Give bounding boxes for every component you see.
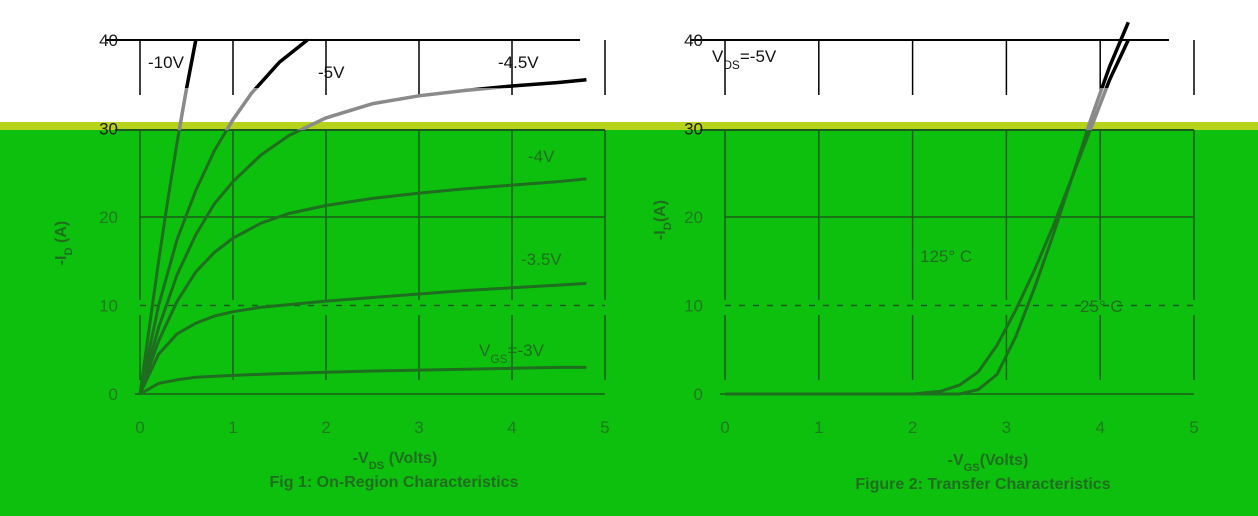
chart-transfer-series-label-0: 125° C [920,247,972,266]
top-white-band [0,0,1258,130]
chart-on-region-y-tick-20: 20 [99,208,118,227]
chart-transfer-x-tick-5: 5 [1189,418,1198,437]
chart-on-region-y-ticks: 0 10 20 30 40 [99,31,118,404]
chart-on-region-y-tick-30: 30 [99,120,118,139]
chart-on-region-x-tick-2: 2 [321,418,330,437]
chart-transfer-y-tick-10: 10 [684,297,703,316]
chart-on-region-series-4-line [138,281,587,395]
chart-transfer-y-tick-40: 40 [684,31,703,50]
chart-transfer-series-label-1: 25° C [1080,297,1123,316]
chart-transfer-x-tick-3: 3 [1002,418,1011,437]
chart-on-region-series-5-line [139,365,587,396]
chart-transfer-curves [725,21,1130,396]
chart-transfer-x-tick-2: 2 [908,418,917,437]
chart-on-region-series-label-0: -10V [148,53,185,72]
chart-transfer-series-1-line-top [1100,21,1130,88]
chart-transfer: 0 10 20 30 40 0 1 2 3 4 5 125° C 25° C VDS=-5V -VG… [652,21,1199,493]
chart-transfer-series-labels: 125° C 25° C [920,247,1123,316]
chart-transfer-y-ticks: 0 10 20 30 40 [684,31,703,404]
chart-on-region-series-0-line-mid [177,88,189,130]
chart-on-region-series-3-line [138,177,587,395]
chart-on-region-y-axis-title: -ID (A) [53,221,75,266]
chart-transfer-x-tick-0: 0 [720,418,729,437]
chart-transfer-x-ticks: 0 1 2 3 4 5 [720,418,1198,437]
chart-transfer-grid [690,39,1195,395]
chart-on-region-series-label-3: -4V [528,147,555,166]
chart-transfer-y-axis-title: -ID(A) [652,200,674,240]
chart-on-region-y-tick-10: 10 [99,297,118,316]
chart-transfer-caption: Figure 2: Transfer Characteristics [855,476,1110,493]
chart-transfer-x-axis-title: -VGS(Volts) [948,452,1029,474]
chart-on-region-series-1-line-top [253,38,309,88]
chart-transfer-x-tick-4: 4 [1095,418,1104,437]
green-background [0,130,1258,516]
chart-transfer-x-tick-1: 1 [814,418,823,437]
chart-on-region-series-label-2: -4.5V [498,53,539,72]
chart-on-region-x-axis-title: -VDS (Volts) [353,450,438,472]
chart-transfer-series-1-line [725,21,1130,396]
chart-on-region-x-tick-5: 5 [600,418,609,437]
chart-on-region-series-label-4: -3.5V [521,250,562,269]
chart-on-region-series-label-1: -5V [318,63,345,82]
chart-on-region-series-2-line-top [472,78,587,88]
chart-on-region-y-tick-40: 40 [99,31,118,50]
chart-on-region-x-tick-1: 1 [228,418,237,437]
chart-on-region-caption: Fig 1: On-Region Characteristics [270,474,519,491]
chart-on-region-x-ticks: 0 1 2 3 4 5 [135,418,609,437]
chart-on-region-curves [138,38,587,396]
chart-on-region-x-tick-4: 4 [507,418,516,437]
chart-transfer-vds-annotation: VDS=-5V [712,47,777,72]
chart-on-region-grid [105,39,606,395]
chart-on-region-y-tick-0: 0 [109,385,118,404]
chart-transfer-y-tick-30: 30 [684,120,703,139]
chart-on-region-x-tick-3: 3 [414,418,423,437]
yellow-strip [0,122,1258,130]
chart-transfer-y-tick-0: 0 [694,385,703,404]
chart-transfer-series-1-line-mid [1085,88,1104,130]
chart-on-region-x-tick-0: 0 [135,418,144,437]
chart-transfer-y-tick-20: 20 [684,208,703,227]
